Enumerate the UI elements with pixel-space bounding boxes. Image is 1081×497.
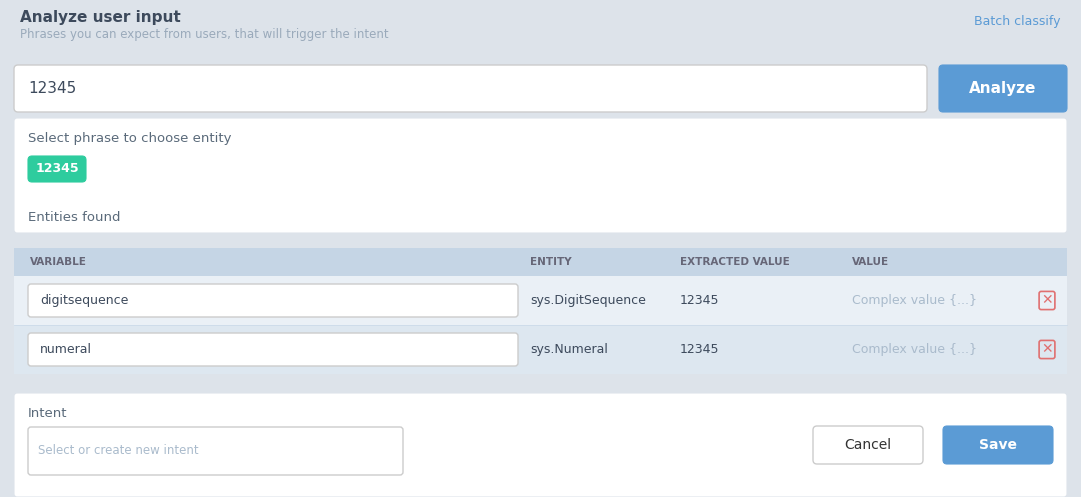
Bar xyxy=(14,325,1067,374)
Text: Cancel: Cancel xyxy=(844,438,892,452)
Text: Complex value {...}: Complex value {...} xyxy=(852,343,977,356)
Text: numeral: numeral xyxy=(40,343,92,356)
Text: Complex value {...}: Complex value {...} xyxy=(852,294,977,307)
Text: Intent: Intent xyxy=(28,407,67,420)
Bar xyxy=(14,248,1067,276)
Text: Analyze user input: Analyze user input xyxy=(21,10,181,25)
Bar xyxy=(14,276,1067,325)
FancyBboxPatch shape xyxy=(14,393,1067,497)
FancyBboxPatch shape xyxy=(28,284,518,317)
Text: ENTITY: ENTITY xyxy=(530,257,572,267)
Text: 12345: 12345 xyxy=(36,163,79,175)
Text: sys.Numeral: sys.Numeral xyxy=(530,343,608,356)
Text: ✕: ✕ xyxy=(1041,294,1053,308)
FancyBboxPatch shape xyxy=(813,426,923,464)
Text: sys.DigitSequence: sys.DigitSequence xyxy=(530,294,645,307)
Text: Select or create new intent: Select or create new intent xyxy=(38,444,199,458)
Text: 12345: 12345 xyxy=(680,343,720,356)
Text: ✕: ✕ xyxy=(1041,342,1053,356)
Text: 12345: 12345 xyxy=(28,81,77,96)
FancyBboxPatch shape xyxy=(943,426,1053,464)
Text: VALUE: VALUE xyxy=(852,257,890,267)
FancyBboxPatch shape xyxy=(14,65,927,112)
FancyBboxPatch shape xyxy=(939,65,1067,112)
Text: digitsequence: digitsequence xyxy=(40,294,129,307)
Text: EXTRACTED VALUE: EXTRACTED VALUE xyxy=(680,257,790,267)
Text: Batch classify: Batch classify xyxy=(974,15,1060,28)
FancyBboxPatch shape xyxy=(14,118,1067,233)
Text: Save: Save xyxy=(979,438,1017,452)
Text: Entities found: Entities found xyxy=(28,211,120,224)
FancyBboxPatch shape xyxy=(28,427,403,475)
Text: Select phrase to choose entity: Select phrase to choose entity xyxy=(28,132,231,145)
FancyBboxPatch shape xyxy=(28,156,86,182)
Text: 12345: 12345 xyxy=(680,294,720,307)
Text: Analyze: Analyze xyxy=(970,81,1037,96)
Text: VARIABLE: VARIABLE xyxy=(30,257,86,267)
Text: Phrases you can expect from users, that will trigger the intent: Phrases you can expect from users, that … xyxy=(21,28,389,41)
FancyBboxPatch shape xyxy=(28,333,518,366)
